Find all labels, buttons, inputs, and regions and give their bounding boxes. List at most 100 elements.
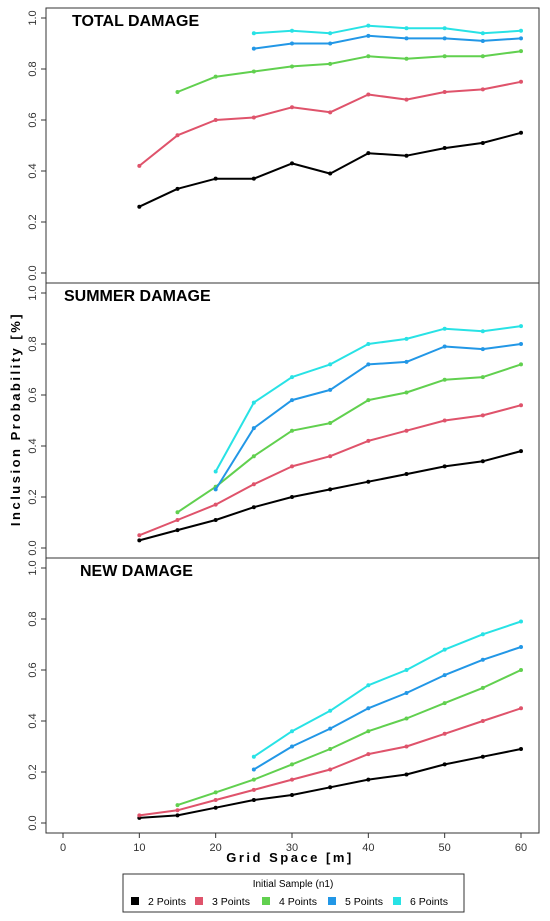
data-point <box>213 176 218 181</box>
data-point <box>251 754 256 759</box>
legend-swatch <box>262 897 270 905</box>
data-point <box>328 726 333 731</box>
data-point <box>175 803 180 808</box>
panel-total-damage: 0.0 0.2 0.4 0.6 0.8 1.0 TOTAL DAMAGE <box>27 7 540 284</box>
data-point <box>137 538 142 543</box>
data-point <box>442 89 447 94</box>
data-point <box>213 469 218 474</box>
data-point <box>251 176 256 181</box>
data-point <box>366 92 371 97</box>
series-3-points <box>137 79 523 168</box>
data-point <box>290 729 294 734</box>
series-line <box>139 748 522 819</box>
legend-entries: 2 Points 3 Points 4 Points 5 Points 6 Points <box>131 896 448 908</box>
legend-entry-6-points: 6 Points <box>393 896 448 908</box>
data-point <box>175 186 180 191</box>
data-point <box>519 342 523 346</box>
data-point <box>290 105 294 110</box>
data-point <box>213 118 218 122</box>
series-5-points <box>213 342 523 492</box>
x-tick-label: 20 <box>210 842 222 854</box>
data-point <box>519 28 523 33</box>
data-point <box>251 69 256 74</box>
y-tick-label: 0.4 <box>27 438 39 453</box>
x-axis-title: Grid Space [m] <box>226 850 353 865</box>
data-point <box>137 813 142 818</box>
data-point <box>328 41 333 46</box>
series-2-points <box>137 130 523 209</box>
series-line <box>138 131 522 208</box>
data-point <box>404 668 409 672</box>
data-point <box>290 28 294 33</box>
data-point <box>251 31 256 36</box>
data-point <box>404 359 409 364</box>
data-point <box>404 690 409 695</box>
data-point <box>404 744 409 749</box>
data-point <box>442 647 447 652</box>
data-point <box>442 54 447 59</box>
data-point <box>404 772 409 777</box>
data-point <box>213 502 218 507</box>
series-line <box>177 50 522 93</box>
data-point <box>290 792 294 797</box>
data-point <box>480 413 485 418</box>
data-point <box>175 808 180 813</box>
data-point <box>328 171 333 176</box>
data-point <box>251 426 256 431</box>
y-tick-label: 1.0 <box>27 285 39 300</box>
data-point <box>404 472 409 477</box>
series-5-points <box>251 645 523 772</box>
data-point <box>175 517 180 522</box>
series-line <box>176 363 522 514</box>
data-point <box>328 785 333 790</box>
data-point <box>175 528 180 533</box>
data-point <box>328 708 333 713</box>
series-5-points <box>251 33 523 51</box>
data-point <box>290 375 294 380</box>
data-point <box>519 668 523 672</box>
legend-box <box>122 873 465 913</box>
panel-new-damage: 0.0 0.2 0.4 0.6 0.8 1.0 NEW DAMAGE <box>27 557 540 834</box>
x-tick-label: 10 <box>133 842 145 854</box>
data-point <box>290 64 294 69</box>
data-point <box>480 31 485 36</box>
data-point <box>404 26 409 31</box>
series-line <box>253 620 522 758</box>
data-point <box>137 163 142 168</box>
y-tick-label: 0.8 <box>27 61 39 76</box>
legend-label: 5 Points <box>345 896 383 908</box>
series-3-points <box>137 403 523 538</box>
data-point <box>519 324 523 329</box>
data-point <box>366 706 371 711</box>
series-4-points <box>175 362 523 515</box>
data-point <box>137 204 142 209</box>
data-point <box>442 377 447 382</box>
data-point <box>290 161 294 166</box>
series-line <box>253 646 522 771</box>
data-point <box>366 362 371 367</box>
data-point <box>366 33 371 38</box>
y-tick-label: 0.4 <box>27 163 39 178</box>
data-point <box>366 23 371 28</box>
series-4-points <box>175 668 523 808</box>
data-point <box>213 805 218 810</box>
data-point <box>290 762 294 767</box>
data-point <box>328 110 333 115</box>
data-point <box>175 133 180 138</box>
data-point <box>366 729 371 734</box>
data-point <box>442 146 447 151</box>
data-point <box>366 438 371 443</box>
data-point <box>251 482 256 487</box>
data-point <box>366 398 371 403</box>
series-line <box>138 80 522 167</box>
data-point <box>519 79 523 84</box>
data-point <box>404 390 409 395</box>
data-point <box>213 798 218 803</box>
data-point <box>442 418 447 423</box>
x-tick-label: 30 <box>286 842 298 854</box>
data-point <box>442 701 447 706</box>
data-point <box>328 767 333 772</box>
y-tick-label: 0.6 <box>27 662 39 677</box>
data-point <box>366 54 371 59</box>
data-point <box>519 619 523 624</box>
